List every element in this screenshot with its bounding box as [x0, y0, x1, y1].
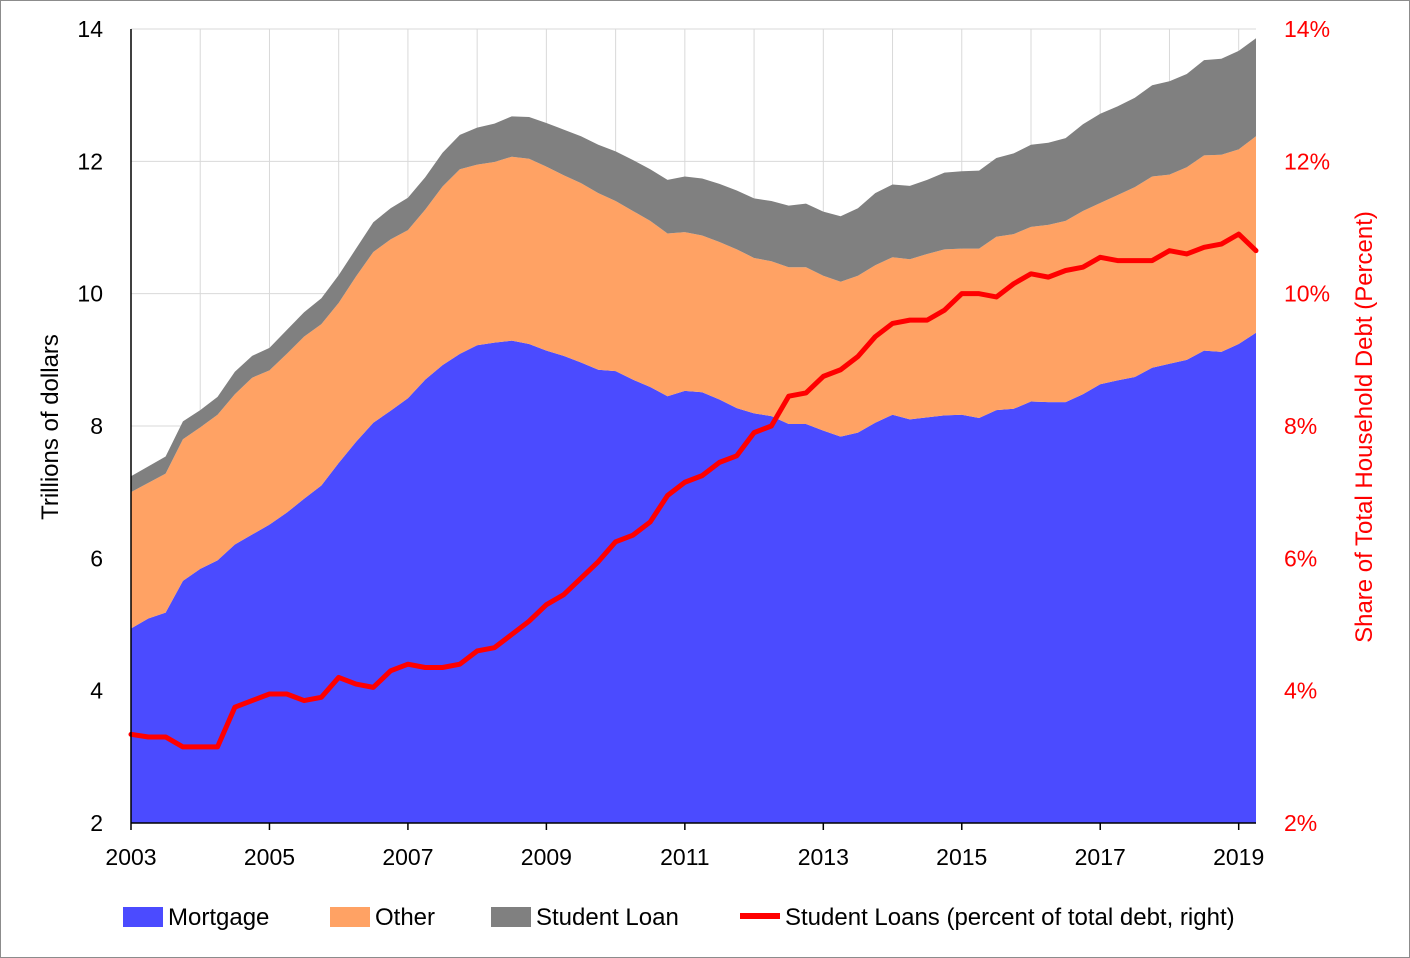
y-tick-label-left: 10: [77, 281, 103, 307]
y-tick-label-right: 10%: [1284, 281, 1330, 307]
percent-line: [128, 231, 1259, 750]
stacked-areas: [131, 38, 1256, 823]
x-tick-label: 2013: [798, 844, 849, 870]
left-tick-labels: 2 4 6 8 10 12 14: [77, 16, 103, 836]
x-tick-label: 2005: [244, 844, 295, 870]
x-tick-label: 2011: [660, 844, 709, 870]
y-tick-label-left: 12: [77, 148, 103, 174]
y-tick-label-left: 6: [90, 545, 103, 571]
legend: Mortgage Other Student Loan Student Loan…: [123, 904, 1235, 931]
y-tick-label-right: 4%: [1284, 678, 1317, 704]
y-tick-label-left: 2: [90, 810, 103, 836]
x-tick-label: 2007: [382, 844, 433, 870]
legend-label-other: Other: [375, 904, 435, 931]
y-tick-label-left: 8: [90, 413, 103, 439]
y-tick-label-right: 6%: [1284, 545, 1317, 571]
x-tick-label: 2019: [1213, 844, 1264, 870]
legend-label-mortgage: Mortgage: [168, 904, 269, 931]
area-mortgage: [131, 332, 1256, 823]
y-tick-label-left: 14: [77, 16, 103, 42]
area-student-loan: [131, 38, 1256, 493]
y-tick-label-right: 8%: [1284, 413, 1317, 439]
legend-swatch-other: [330, 907, 370, 927]
y-tick-label-right: 14%: [1284, 16, 1330, 42]
legend-label-student-loan: Student Loan: [536, 904, 679, 931]
x-tick-labels: 2003 2005 2007 2009 2011 2013 2015 2017 2019: [105, 823, 1264, 870]
y-tick-label-right: 2%: [1284, 810, 1317, 836]
y-tick-label-left: 4: [90, 678, 103, 704]
legend-swatch-mortgage: [123, 907, 163, 927]
y-axis-title-right: Share of Total Household Debt (Percent): [1351, 211, 1378, 643]
x-tick-label: 2009: [521, 844, 572, 870]
y-axis-title-left: Trillions of dollars: [37, 334, 64, 520]
line-student-loan-share: [128, 231, 1259, 750]
area-other: [131, 136, 1256, 629]
legend-swatch-student-loan: [491, 907, 531, 927]
y-tick-label-right: 12%: [1284, 148, 1330, 174]
right-tick-labels: 2% 4% 6% 8% 10% 12% 14%: [1284, 16, 1330, 836]
x-tick-label: 2003: [105, 844, 156, 870]
x-tick-label: 2015: [936, 844, 987, 870]
axes: [130, 29, 1256, 824]
legend-label-student-loan-share: Student Loans (percent of total debt, ri…: [785, 904, 1235, 931]
x-tick-label: 2017: [1075, 844, 1126, 870]
